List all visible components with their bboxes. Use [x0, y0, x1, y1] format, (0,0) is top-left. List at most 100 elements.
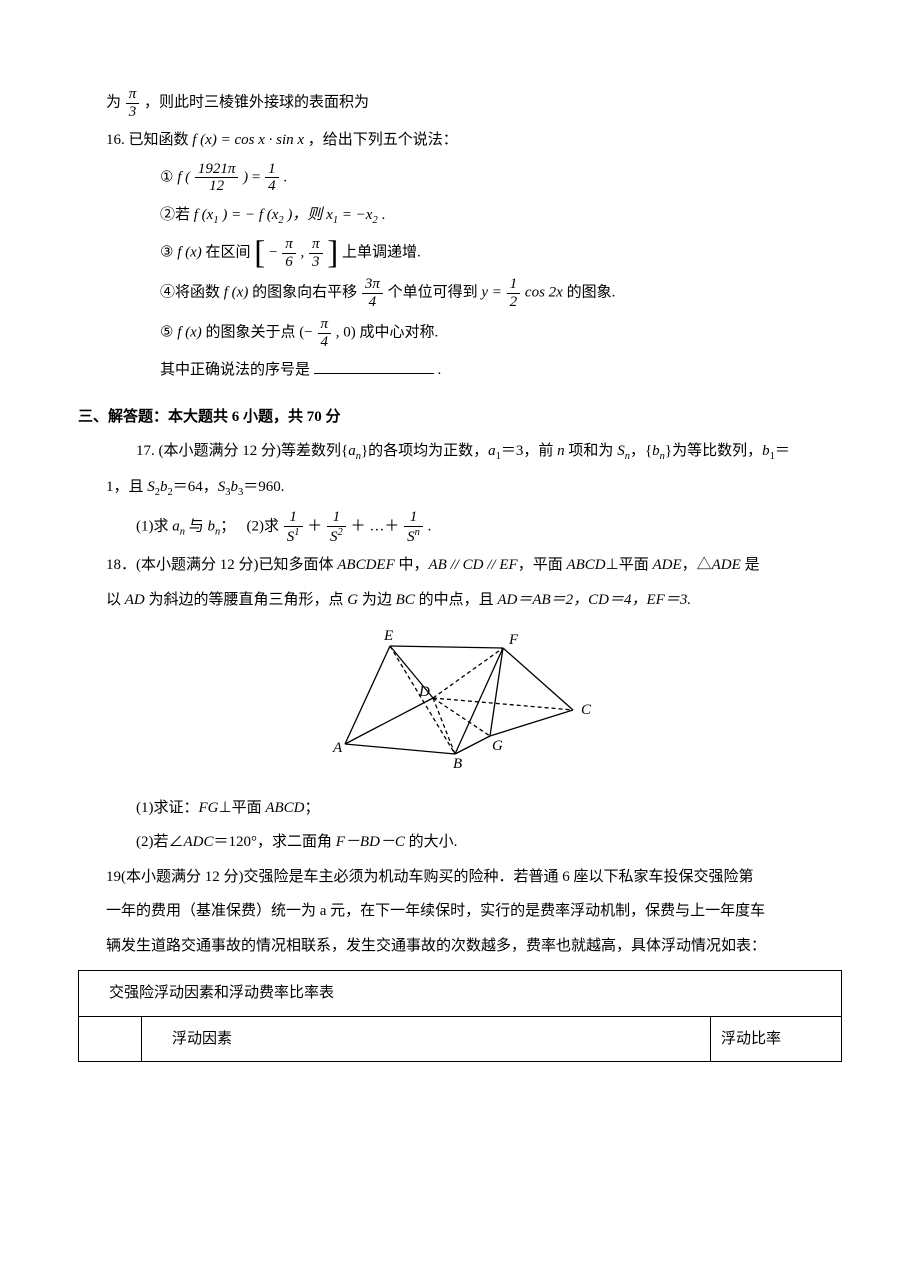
q16-s5-label: ⑤ [160, 325, 173, 341]
q15-frac-den: 3 [126, 103, 140, 121]
q18-semi: ； [305, 800, 320, 816]
q16-intro-b: ，给出下列五个说法： [308, 132, 458, 148]
q17-Sn: S [617, 443, 625, 459]
q16-s3-comma: , [301, 245, 309, 261]
q16-s4-tail: 的图象. [567, 285, 616, 301]
q15-text-pre: 为 [106, 94, 125, 110]
q17-bn: b [652, 443, 660, 459]
q16-s4-rhs: 1 2 [507, 276, 521, 310]
q18-fg: FG [199, 800, 219, 816]
q16-s4-cos: cos 2x [525, 285, 563, 301]
q19-line3: 辆发生道路交通事故的情况相联系，发生交通事故的次数越多，费率也就越高，具体浮动情… [78, 932, 842, 961]
q17-t2: 1S2 [327, 509, 346, 545]
q17-eq960: ＝960. [243, 479, 284, 495]
q18-abcdef: ABCDEF [337, 557, 395, 573]
q16-intro: 16. 已知函数 f (x) = cos x · sin x ，给出下列五个说法… [78, 126, 842, 155]
q17-t1d-sup: 1 [294, 527, 299, 538]
q16-prompt-period: . [438, 362, 442, 378]
q18-l2d: 的中点，且 [415, 592, 498, 608]
q17-t1d: S1 [284, 526, 303, 546]
q16-s5-p-num: π [318, 316, 332, 333]
q18-line1: 18．(本小题满分 12 分)已知多面体 ABCDEF 中，AB // CD /… [78, 551, 842, 580]
q17-mid: 项和为 [565, 443, 618, 459]
q16-s2-sub4: 2 [372, 215, 377, 226]
q17-p2: (2)求 [247, 519, 280, 535]
q16-s5-p-den: 4 [318, 333, 332, 351]
q17-t2d-sup: 2 [338, 527, 343, 538]
q18-fbdc: F－BD－C [336, 834, 405, 850]
q16-s1-f: f ( [177, 169, 190, 185]
q18-m1: 中， [395, 557, 429, 573]
q17-semi: ； [220, 519, 235, 535]
svg-text:B: B [453, 756, 462, 771]
q15-frac-num: π [126, 86, 140, 103]
answer-blank[interactable] [314, 358, 434, 374]
q16-s1-rhs-den: 4 [265, 177, 279, 195]
q18-l2c: 为边 [358, 592, 396, 608]
q16-s2: ②若 f (x1 ) = − f (x2 )，则 x1 = −x2 . [78, 201, 842, 231]
q16-s1-paren: ) [243, 169, 248, 185]
q17-tnd-s: S [407, 529, 415, 545]
q18-par: AB // CD // EF [429, 557, 518, 573]
q17-period: . [428, 519, 432, 535]
q18-adeq: AD＝AB＝2， [497, 592, 588, 608]
table-row-cols: 浮动因素 浮动比率 [79, 1016, 842, 1062]
q15-frac: π 3 [126, 86, 140, 120]
q18-adc: ADC [184, 834, 214, 850]
q16-s2-sub3: 1 [333, 215, 338, 226]
q16-s5-p: π 4 [318, 316, 332, 350]
q16-s1-arg: 1921π 12 [195, 161, 239, 195]
q18-tail: 的大小. [405, 834, 458, 850]
q17-tnd-sup: n [415, 527, 420, 538]
q17-t2d-s: S [330, 529, 338, 545]
q17-bn2: b [208, 519, 216, 535]
q16-s1-rhs-num: 1 [265, 161, 279, 178]
q16-s4-shift: 3π 4 [362, 276, 383, 310]
q18-l2b: 为斜边的等腰直角三角形，点 [145, 592, 348, 608]
q18-abcd: ABCD [566, 557, 605, 573]
q18-m4: 是 [741, 557, 760, 573]
q16-intro-a: 16. 已知函数 [106, 132, 192, 148]
q16-s3-label: ③ [160, 245, 173, 261]
q18-efeq: EF＝3. [647, 592, 692, 608]
q17-plus2: ＋ [351, 519, 366, 535]
q18-abcd2: ABCD [265, 800, 304, 816]
q16-s3-lb: [ [254, 239, 265, 269]
q17-b1eq: ＝ [775, 443, 790, 459]
q17-l1c: ，{ [630, 443, 652, 459]
q16-s4-sh-den: 4 [362, 293, 383, 311]
q16-s3-a: π 6 [282, 236, 296, 270]
q16-s5-tail: , 0) 成中心对称. [336, 325, 439, 341]
q17-an2: a [172, 519, 180, 535]
q16-s4-sh-num: 3π [362, 276, 383, 293]
q19-line2: 一年的费用（基准保费）统一为 a 元，在下一年续保时，实行的是费率浮动机制，保费… [78, 897, 842, 926]
q16-s3-b-den: 3 [309, 253, 323, 271]
q17-a1eq: ＝3，前 [501, 443, 557, 459]
q18-part1: (1)求证：FG⊥平面 ABCD； [78, 794, 842, 823]
q17-line2: 1，且 S2b2＝64，S3b3＝960. [78, 473, 842, 503]
q17-b1: b [762, 443, 770, 459]
q18-figure: ABCDEFG [78, 626, 842, 782]
q16-s4-fx: f (x) [224, 285, 249, 301]
q17-eq64: ＝64， [173, 479, 218, 495]
q17-tnn: 1 [404, 509, 423, 526]
q16-s3-a-den: 6 [282, 253, 296, 271]
q17-t2d: S2 [327, 526, 346, 546]
q16-s1-arg-num: 1921π [195, 161, 239, 178]
q16-prompt: 其中正确说法的序号是 . [78, 356, 842, 385]
q16-s3-post: 上单调递增. [342, 245, 421, 261]
q16-s3-a-num: π [282, 236, 296, 253]
q17-and: 与 [185, 519, 208, 535]
q17-dots: …＋ [369, 519, 399, 535]
q16-s3-neg: − [269, 245, 277, 261]
q16-s3: ③ f (x) 在区间 [ − π 6 , π 3 ] 上单调递增. [78, 236, 842, 270]
q16-s4-label: ④将函数 [160, 285, 224, 301]
q17-tnd: Sn [404, 526, 423, 546]
q16-s2-eqn: f (x [194, 207, 214, 223]
svg-text:D: D [418, 684, 430, 700]
q16-s4-y: y = [481, 285, 505, 301]
table-col3: 浮动比率 [711, 1016, 842, 1062]
q17-b3: b [231, 479, 239, 495]
q17-t1: 1S1 [284, 509, 303, 545]
q18-ang: ＝120°，求二面角 [214, 834, 336, 850]
